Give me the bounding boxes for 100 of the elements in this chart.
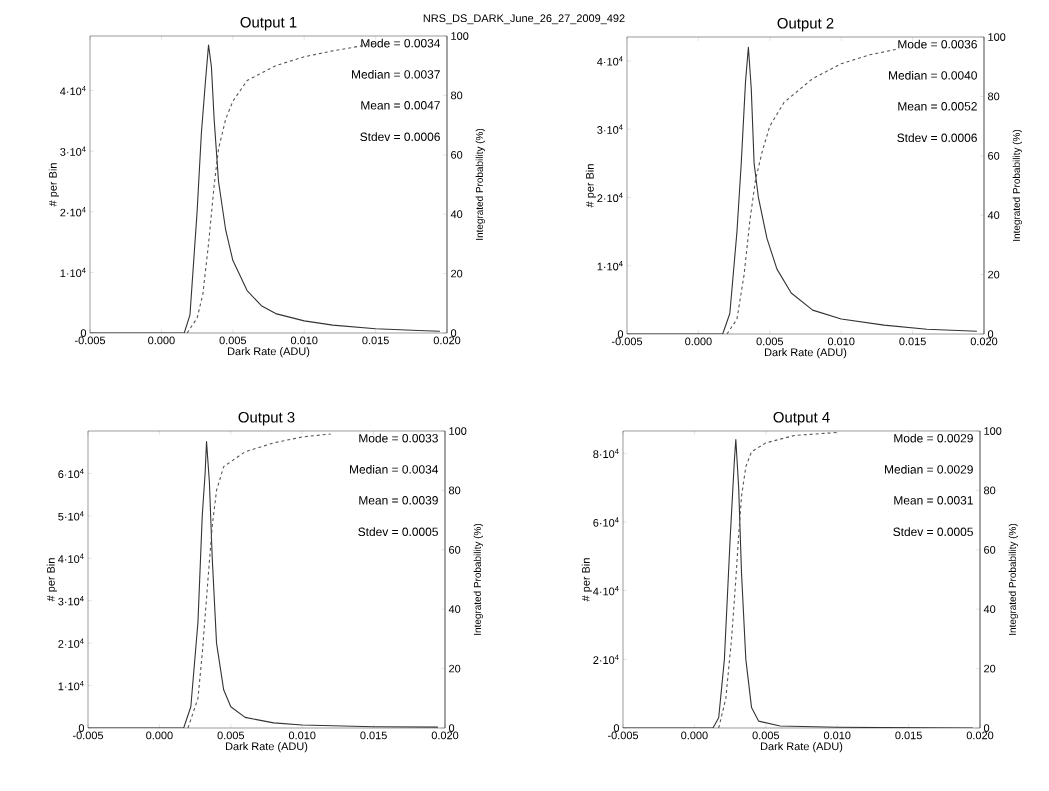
annotation: Median = 0.0040 <box>889 70 977 80</box>
annotation: Stdev = 0.0005 <box>893 527 973 537</box>
x-tick-label: -0.005 <box>611 337 643 346</box>
y2-axis-title: Integrated Probability (%) <box>1012 129 1022 241</box>
y-tick-label: 4·10$^{4}$ <box>60 85 86 96</box>
y2-tick-label: 40 <box>448 605 461 614</box>
y-tick-label: 4·10$^{4}$ <box>58 553 84 563</box>
x-axis-title: Dark Rate (ADU) <box>765 348 847 359</box>
x-tick-label: 0.010 <box>827 337 855 346</box>
x-tick-label: 0.015 <box>895 731 922 740</box>
y2-tick-label: 80 <box>451 91 463 100</box>
x-tick-label: 0.000 <box>148 336 175 345</box>
y-tick-label: 1·10$^{4}$ <box>597 261 623 271</box>
y2-axis-title: Integrated Probability (%) <box>1008 523 1018 635</box>
chart-title: Output 3 <box>238 411 295 426</box>
chart-title: Output 2 <box>777 17 834 32</box>
annotation: Mean = 0.0031 <box>894 496 973 505</box>
y-tick-label: 6·10$^{4}$ <box>593 517 619 527</box>
y2-axis-title: Integrated Probability (%) <box>475 128 485 240</box>
annotation: Mode = 0.0036 <box>898 39 977 49</box>
y-tick-label: 3·10$^{4}$ <box>58 596 84 606</box>
y-tick-label: 2·10$^{4}$ <box>58 638 84 648</box>
x-tick-label: 0.015 <box>362 336 389 345</box>
y-tick-label: 0 <box>78 724 85 732</box>
y-axis-title: # per Bin <box>46 558 57 602</box>
x-axis-title: Dark Rate (ADU) <box>226 742 308 753</box>
y2-tick-label: 0 <box>983 724 990 732</box>
y-tick-label: 8·10$^{4}$ <box>593 448 619 458</box>
x-tick-label: 0.010 <box>288 731 316 740</box>
x-axis-title: Dark Rate (ADU) <box>228 347 310 358</box>
x-tick-label: 0.000 <box>681 731 708 740</box>
y2-tick-label: 80 <box>984 486 996 495</box>
x-tick-label: 0.000 <box>146 731 173 740</box>
x-tick-label: -0.005 <box>72 731 104 740</box>
x-tick-label: 0.005 <box>752 731 780 740</box>
x-tick-label: 0.005 <box>756 337 784 346</box>
line-series <box>187 433 332 728</box>
y2-tick-label: 40 <box>450 210 463 219</box>
text: NRS_DS_DARK_June_26_27_2009_492 <box>423 14 625 25</box>
y-tick-label: 3·10$^{4}$ <box>60 146 86 156</box>
y-tick-label: 2·10$^{4}$ <box>60 207 86 217</box>
line-series <box>718 431 838 728</box>
y-tick-label: 3·10$^{4}$ <box>597 124 623 134</box>
y2-tick-label: 80 <box>988 92 1000 101</box>
x-tick-label: 0.015 <box>360 731 387 740</box>
y2-tick-label: 100 <box>984 427 1002 435</box>
y2-tick-label: 20 <box>984 664 996 673</box>
x-tick-label: 0.010 <box>290 336 318 345</box>
y2-tick-label: 100 <box>451 32 469 40</box>
y2-tick-label: 100 <box>449 427 467 435</box>
y-tick-label: 2·10$^{4}$ <box>597 192 623 203</box>
x-tick-label: 0.005 <box>219 336 247 345</box>
annotation: Mean = 0.0052 <box>898 102 977 111</box>
y-tick-label: 1·10$^{4}$ <box>58 680 84 691</box>
annotation: Mode = 0.0029 <box>894 433 973 443</box>
y2-tick-label: 0 <box>987 330 994 338</box>
y-tick-label: 0 <box>80 329 87 337</box>
y2-tick-label: 0 <box>448 724 455 732</box>
annotation: Median = 0.0029 <box>885 464 973 474</box>
y2-axis-title: Integrated Probability (%) <box>473 523 483 635</box>
y-tick-label: 0 <box>617 330 624 338</box>
annotation: Mean = 0.0047 <box>361 101 440 110</box>
annotation: Stdev = 0.0005 <box>358 527 438 537</box>
annotation: Stdev = 0.0006 <box>897 133 977 143</box>
y2-tick-label: 20 <box>449 664 461 673</box>
y2-tick-label: 20 <box>451 269 463 278</box>
y2-tick-label: 20 <box>988 270 1000 279</box>
chart-title: Output 4 <box>773 411 830 426</box>
y-tick-label: 5·10$^{4}$ <box>58 511 84 521</box>
x-tick-label: 0.000 <box>685 337 712 346</box>
y-tick-label: 4·10$^{4}$ <box>597 56 623 66</box>
x-tick-label: -0.005 <box>607 731 639 740</box>
annotation: Median = 0.0037 <box>352 69 440 79</box>
chart-title: Output 1 <box>240 16 297 31</box>
x-tick-label: 0.010 <box>823 731 851 740</box>
y-tick-label: 2·10$^{4}$ <box>593 654 619 664</box>
annotation: Stdev = 0.0006 <box>360 132 440 142</box>
annotation: Mode = 0.0033 <box>359 433 438 443</box>
y2-tick-label: 60 <box>451 150 463 159</box>
y2-tick-label: 100 <box>988 33 1006 41</box>
y2-tick-label: 60 <box>449 545 461 554</box>
y-tick-label: 1·10$^{4}$ <box>60 267 86 278</box>
y-axis-title: # per Bin <box>48 163 59 207</box>
y-tick-label: 6·10$^{4}$ <box>58 468 84 479</box>
annotation: Mode = 0.0034 <box>361 38 441 48</box>
x-tick-label: 0.020 <box>433 336 461 345</box>
y-axis-title: # per Bin <box>585 164 596 208</box>
y-tick-label: 0 <box>613 724 620 732</box>
annotation: Median = 0.0034 <box>350 464 439 474</box>
x-tick-label: 0.020 <box>966 731 994 740</box>
x-tick-label: 0.015 <box>899 337 926 346</box>
y2-tick-label: 40 <box>983 605 996 614</box>
y2-tick-label: 60 <box>988 151 1000 160</box>
y-axis-title: # per Bin <box>581 558 592 602</box>
y2-tick-label: 0 <box>450 329 457 337</box>
annotation: Mean = 0.0039 <box>359 496 438 505</box>
x-tick-label: 0.020 <box>431 731 459 740</box>
x-tick-label: 0.005 <box>217 731 245 740</box>
y2-tick-label: 60 <box>984 545 996 554</box>
x-axis-title: Dark Rate (ADU) <box>761 742 843 753</box>
